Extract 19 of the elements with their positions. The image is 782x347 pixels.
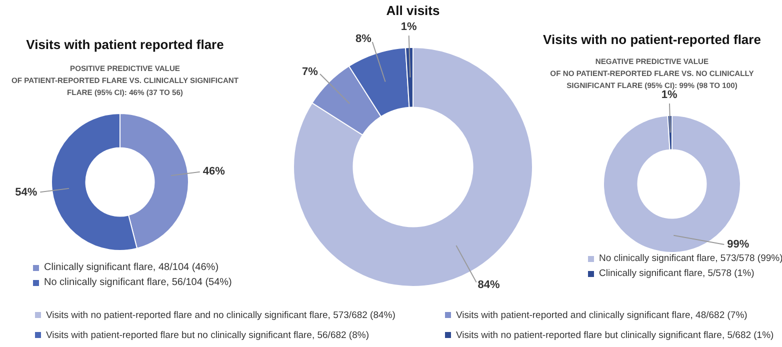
chart-title: Visits with no patient-reported flare xyxy=(543,32,761,47)
chart-title: All visits xyxy=(386,3,440,18)
data-label: 1% xyxy=(661,89,678,102)
legend-label: Clinically significant flare, 5/578 (1%) xyxy=(599,268,754,279)
data-label: 46% xyxy=(202,166,226,178)
legend-label: Visits with no patient-reported flare and no clinically significant flare, 573/682 (84%) xyxy=(46,310,396,320)
data-label: 84% xyxy=(478,278,500,291)
data-label: 1% xyxy=(400,21,417,34)
data-label: 54% xyxy=(15,186,38,198)
legend-label: No clinically significant flare, 573/578 (99%) xyxy=(599,253,782,264)
legend-label: No clinically significant flare, 56/104 (54%) xyxy=(44,277,232,288)
data-label: 7% xyxy=(302,66,318,78)
data-label: 99% xyxy=(727,238,750,250)
legend-label: Visits with patient-reported and clinically significant flare, 48/682 (7%) xyxy=(456,310,748,320)
chart-title: Visits with patient reported flare xyxy=(26,37,224,52)
legend-label: Visits with patient-reported flare but no clinically significant flare, 56/682 (8%) xyxy=(46,330,369,340)
legend-label: Clinically significant flare, 48/104 (46%) xyxy=(44,262,219,273)
data-label: 8% xyxy=(356,33,372,46)
legend-label: Visits with no patient-reported flare but clinically significant flare, 5/682 (1%) xyxy=(456,330,774,340)
